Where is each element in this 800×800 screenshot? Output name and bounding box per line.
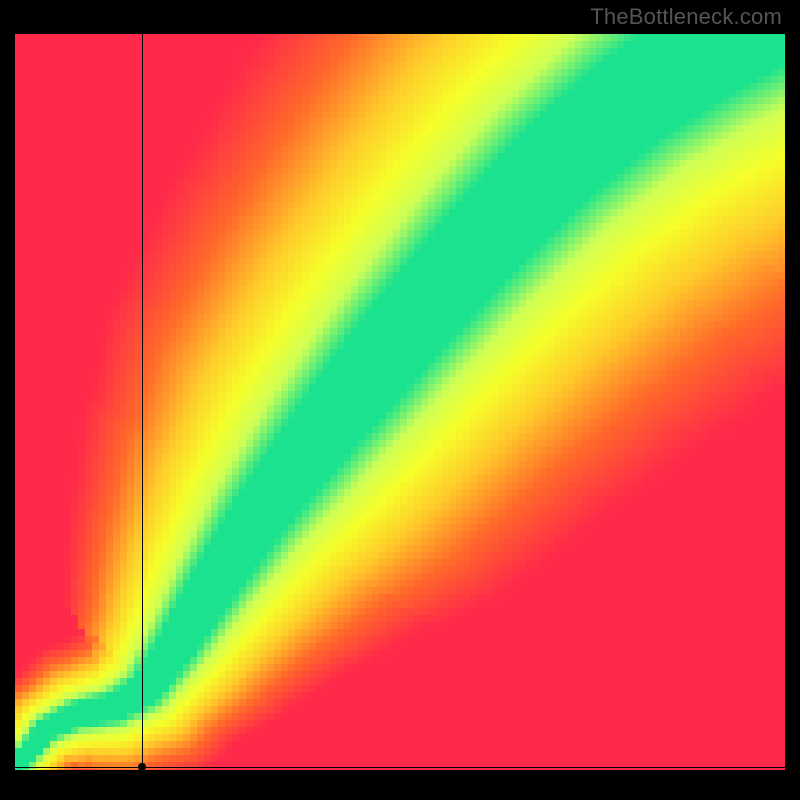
heatmap-canvas [0,0,800,800]
root: TheBottleneck.com [0,0,800,800]
attribution-label: TheBottleneck.com [590,4,782,30]
